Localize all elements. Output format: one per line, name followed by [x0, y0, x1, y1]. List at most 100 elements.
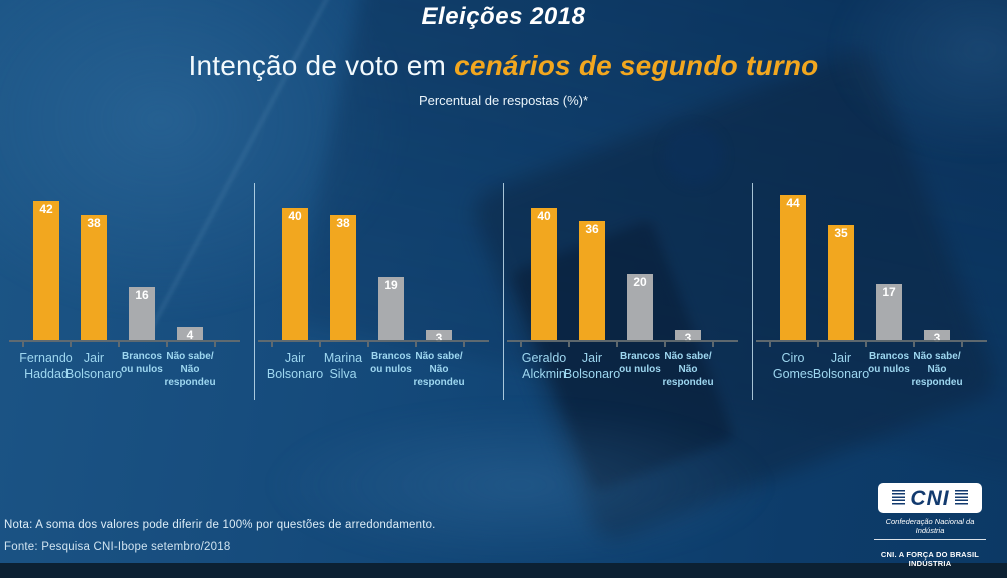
bar-slot: 35 — [817, 224, 865, 340]
bar-label: Jair Bolsonaro — [266, 351, 324, 382]
note-text: Nota: A soma dos valores pode diferir de… — [4, 519, 436, 531]
group-divider — [503, 183, 504, 400]
bar-slot: 40 — [520, 208, 568, 340]
bar-slot: 20 — [616, 274, 664, 340]
bar-label: Brancos ou nulos — [370, 351, 412, 375]
bar-label-slot: Brancos ou nulos — [865, 350, 913, 389]
bar-label-slot: Não sabe/ Não respondeu — [911, 350, 962, 389]
bar-label-slot: Fernando Haddad — [19, 350, 73, 389]
chart-heading: Intenção de voto em cenários de segundo … — [0, 50, 1007, 82]
bar-label: Brancos ou nulos — [868, 351, 910, 375]
bar-value: 3 — [435, 331, 443, 346]
cni-logo: CNI Confederação Nacional da Indústria C… — [868, 483, 992, 568]
bar-label-slot: Brancos ou nulos — [367, 350, 415, 389]
bar-label-slot: Jair Bolsonaro — [66, 350, 122, 389]
bar-slot: 19 — [367, 277, 415, 340]
bar-slot: 44 — [769, 194, 817, 340]
axis-tick — [616, 342, 618, 347]
bar: 44 — [780, 194, 806, 340]
bar-slot: 16 — [118, 287, 166, 340]
chart-heading-highlight: cenários de segundo turno — [454, 50, 819, 81]
bar: 3 — [924, 330, 950, 344]
scenario-group-3: 40 36 20 3 Geraldo Alckmin Jair Bolsonaro Bra… — [504, 183, 752, 405]
bars-row: 44 35 17 3 — [769, 183, 961, 344]
bars-row: 40 36 20 3 — [520, 183, 712, 344]
voting-machine-emblem — [664, 126, 724, 186]
bar-label: Brancos ou nulos — [619, 351, 661, 375]
source-text: Fonte: Pesquisa CNI-Ibope setembro/2018 — [4, 541, 231, 553]
group-divider — [254, 183, 255, 400]
bar: 38 — [81, 214, 107, 340]
bar-slot: 3 — [415, 330, 463, 344]
bar-value: 17 — [882, 284, 896, 299]
axis-tick — [214, 342, 216, 347]
axis-tick — [865, 342, 867, 347]
bar-label: Jair Bolsonaro — [65, 351, 123, 382]
bar-value: 19 — [384, 278, 398, 293]
bar: 20 — [627, 274, 653, 340]
stripes-right-icon — [954, 490, 968, 506]
axis-tick — [961, 342, 963, 347]
labels-row: Geraldo Alckmin Jair Bolsonaro Brancos ou … — [520, 350, 714, 389]
bars-row: 40 38 19 3 — [271, 183, 463, 344]
bar: 38 — [330, 214, 356, 340]
scenario-group-2: 40 38 19 3 Jair Bolsonaro Marina Silva Branco… — [255, 183, 503, 405]
bar-slot: 42 — [22, 201, 70, 340]
bar-label: Não sabe/ Não respondeu — [164, 351, 216, 388]
bar-label: Brancos ou nulos — [121, 351, 163, 375]
bar-slot: 40 — [271, 208, 319, 340]
group-divider — [752, 183, 753, 400]
axis-tick — [367, 342, 369, 347]
bar-value: 4 — [186, 327, 194, 342]
bar-value: 38 — [87, 215, 101, 230]
axis-tick — [415, 342, 417, 347]
bar-slot: 36 — [568, 221, 616, 340]
axis-tick — [463, 342, 465, 347]
axis-tick — [271, 342, 273, 347]
bar: 16 — [129, 287, 155, 340]
bar-value: 36 — [585, 222, 599, 237]
cni-logo-name: Confederação Nacional da Indústria — [874, 517, 986, 540]
bar-value: 35 — [834, 225, 848, 240]
bar: 40 — [531, 208, 557, 340]
bar: 19 — [378, 277, 404, 340]
footer-band — [0, 563, 1007, 578]
bar-chart: 42 38 16 4 Fernando Haddad Jair Bolsonaro Bra… — [6, 183, 1001, 405]
bar-slot: 4 — [166, 326, 214, 342]
axis-tick — [664, 342, 666, 347]
bar-label-slot: Não sabe/ Não respondeu — [164, 350, 216, 389]
bar-value: 3 — [684, 331, 692, 346]
axis-tick — [520, 342, 522, 347]
axis-tick — [817, 342, 819, 347]
labels-row: Ciro Gomes Jair Bolsonaro Brancos ou nulos… — [769, 350, 963, 389]
stripes-left-icon — [892, 490, 906, 506]
chart-heading-plain: Intenção de voto em — [188, 50, 455, 81]
bar-label: Fernando Haddad — [19, 351, 73, 382]
x-axis — [258, 340, 489, 347]
bar-value: 20 — [633, 275, 647, 289]
bar-value: 40 — [537, 209, 551, 223]
bar: 3 — [426, 330, 452, 344]
bar: 42 — [33, 201, 59, 340]
bar: 17 — [876, 283, 902, 340]
bar-label-slot: Ciro Gomes — [769, 350, 817, 389]
bar-label: Geraldo Alckmin — [521, 351, 567, 382]
axis-tick — [712, 342, 714, 347]
axis-tick — [22, 342, 24, 347]
bar-label-slot: Jair Bolsonaro — [564, 350, 620, 389]
bar: 35 — [828, 224, 854, 340]
chart-subtitle: Percentual de respostas (%)* — [418, 93, 589, 108]
bars-row: 42 38 16 4 — [22, 183, 214, 342]
bar: 3 — [675, 330, 701, 344]
bar-value: 40 — [288, 209, 302, 223]
bar-label-slot: Brancos ou nulos — [118, 350, 166, 389]
bar-value: 38 — [336, 215, 350, 230]
axis-tick — [70, 342, 72, 347]
bar-label-slot: Marina Silva — [319, 350, 367, 389]
cni-logo-acronym: CNI — [910, 486, 950, 510]
bar-slot: 3 — [913, 330, 961, 344]
bar: 40 — [282, 208, 308, 340]
x-axis — [9, 340, 240, 347]
bar-label-slot: Brancos ou nulos — [616, 350, 664, 389]
